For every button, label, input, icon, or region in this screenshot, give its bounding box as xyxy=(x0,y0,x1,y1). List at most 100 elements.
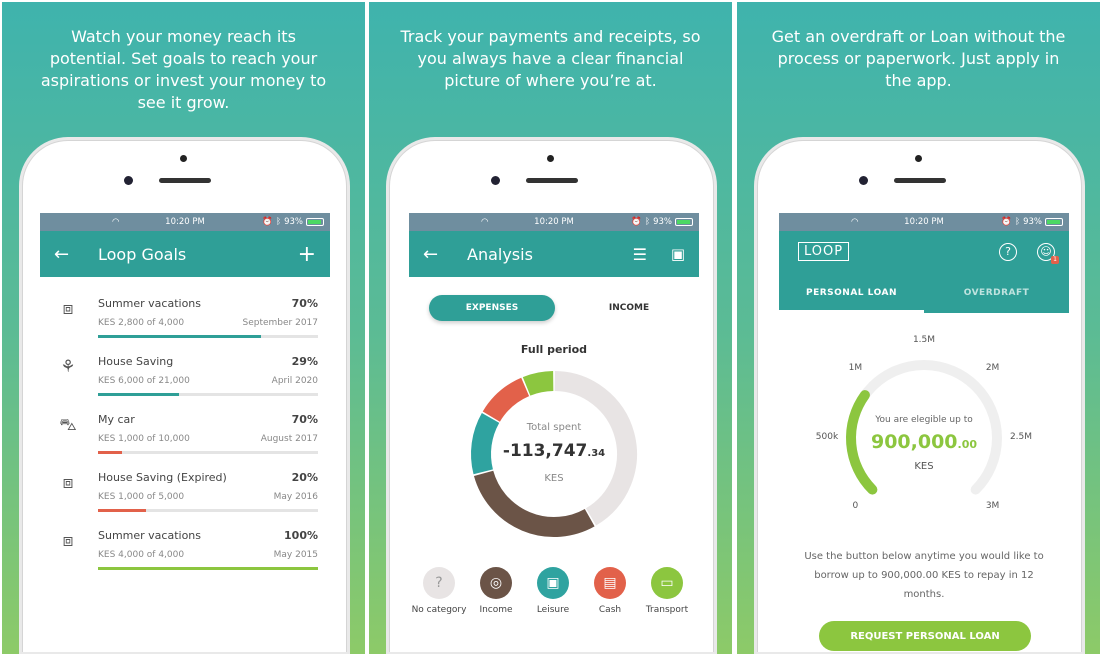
gauge-tick-label: 2.5M xyxy=(1009,432,1033,442)
help-icon[interactable]: ? xyxy=(999,243,1017,261)
goal-progress-bar xyxy=(98,393,318,396)
category-cash[interactable]: ▤ Cash xyxy=(582,567,638,615)
request-loan-button[interactable]: REQUEST PERSONAL LOAN xyxy=(819,621,1031,651)
goal-progress-bar xyxy=(98,509,318,512)
battery-icon xyxy=(675,218,693,226)
goal-percent: 70% xyxy=(291,413,318,426)
goal-date: May 2015 xyxy=(273,550,318,560)
tab-personal-loan[interactable]: PERSONAL LOAN xyxy=(806,288,897,298)
car-icon: ⛍ xyxy=(59,415,77,435)
tab-income[interactable]: INCOME xyxy=(608,303,650,313)
gauge-tick-label: 1.5M xyxy=(912,335,936,345)
plus-icon[interactable]: + xyxy=(297,241,316,267)
status-bar: ◠ 10:20 PM ⏰ ᛒ 93% xyxy=(409,213,699,231)
arrow-left-icon[interactable]: ← xyxy=(54,243,70,265)
status-time: 10:20 PM xyxy=(534,217,574,227)
goal-item[interactable]: ⧈ House Saving (Expired) 20% KES 1,000 o… xyxy=(40,459,330,517)
category-label: Income xyxy=(479,605,513,615)
notification-badge: 1 xyxy=(1051,256,1059,264)
page-title: Analysis xyxy=(467,244,533,264)
screen: ◠ 10:20 PM ⏰ ᛒ 93% LOOP ? ☺ 1 PERSONAL LOAN … xyxy=(779,213,1069,652)
bluetooth-icon: ᛒ xyxy=(644,217,651,227)
bus-icon: ▭ xyxy=(651,567,683,599)
eligible-amount: 900,000.00 xyxy=(779,431,1069,453)
donut-segment-income[interactable] xyxy=(473,470,595,537)
donut-segment-no-category[interactable] xyxy=(554,371,637,526)
battery-icon xyxy=(306,218,324,226)
loan-description: Use the button below anytime you would l… xyxy=(804,551,1044,600)
wifi-icon: ◠ xyxy=(851,217,859,227)
status-time: 10:20 PM xyxy=(904,217,944,227)
goal-amount: KES 4,000 of 4,000 xyxy=(98,550,185,560)
status-time: 10:20 PM xyxy=(165,217,205,227)
total-label: Total spent xyxy=(526,422,582,433)
category-leisure[interactable]: ▣ Leisure xyxy=(525,567,581,615)
question-icon: ? xyxy=(423,567,455,599)
goal-date: April 2020 xyxy=(271,376,318,386)
app-header: ← Loop Goals + xyxy=(40,231,330,277)
speaker xyxy=(159,178,211,183)
category-label: No category xyxy=(411,605,467,615)
profile-icon[interactable]: ☺ xyxy=(1037,243,1055,261)
eligible-label: You are elegible up to xyxy=(875,415,973,425)
screen: ◠ 10:20 PM ⏰ ᛒ 93% ← Analysis ☰ ▣ EXPENSES I… xyxy=(409,213,699,652)
eligible-decimals: .00 xyxy=(957,438,978,451)
camera xyxy=(915,155,922,162)
gauge-tick-label: 2M xyxy=(985,363,1000,374)
loop-logo: LOOP xyxy=(798,242,850,261)
screen: ◠ 10:20 PM ⏰ ᛒ 93% ← Loop Goals + ⧈ Summer v… xyxy=(40,213,330,652)
panel-loan: Get an overdraft or Loan without the pro… xyxy=(737,2,1100,654)
alarm-icon: ⏰ xyxy=(262,217,273,227)
goal-name: Summer vacations xyxy=(98,297,202,310)
goal-name: Summer vacations xyxy=(98,529,202,542)
front-camera xyxy=(859,176,868,185)
arrow-left-icon[interactable]: ← xyxy=(423,243,439,265)
goal-item[interactable]: ⧈ Summer vacations 100% KES 4,000 of 4,0… xyxy=(40,517,330,575)
bluetooth-icon: ᛒ xyxy=(275,217,282,227)
eligibility-gauge xyxy=(846,360,1002,495)
app-header: LOOP ? ☺ 1 xyxy=(779,231,1069,273)
tab-overdraft[interactable]: OVERDRAFT xyxy=(963,288,1030,298)
goal-name: My car xyxy=(98,413,135,426)
page-title: Loop Goals xyxy=(98,244,187,264)
list-icon[interactable]: ☰ xyxy=(632,244,647,264)
gauge-tick-label: 1M xyxy=(848,363,863,374)
tv-icon: ▣ xyxy=(537,567,569,599)
total-amount: -113,747.34 xyxy=(409,441,699,461)
goal-item[interactable]: ⚘ House Saving 29% KES 6,000 of 21,000 A… xyxy=(40,343,330,401)
goal-progress-bar xyxy=(98,451,318,454)
camera xyxy=(547,155,554,162)
category-no-category[interactable]: ? No category xyxy=(411,567,467,615)
loan-tabs: PERSONAL LOAN OVERDRAFT xyxy=(779,273,1069,313)
alarm-icon: ⏰ xyxy=(1001,217,1012,227)
suitcase-icon: ⧈ xyxy=(62,299,74,319)
type-toggle: EXPENSES INCOME xyxy=(429,295,679,321)
donut-segment-leisure[interactable] xyxy=(471,412,500,475)
total-decimals: .34 xyxy=(587,448,606,459)
gauge-tick-label: 3M xyxy=(985,500,1000,511)
speaker xyxy=(894,178,946,183)
goal-progress-bar xyxy=(98,567,318,570)
goal-date: August 2017 xyxy=(260,434,318,444)
category-income[interactable]: ◎ Income xyxy=(468,567,524,615)
plant-icon: ⚘ xyxy=(60,357,76,377)
currency-label: KES xyxy=(544,473,564,484)
gauge-tick-label: 500k xyxy=(815,432,839,442)
panel-analysis: Track your payments and receipts, so you… xyxy=(369,2,732,654)
status-bar: ◠ 10:20 PM ⏰ ᛒ 93% xyxy=(779,213,1069,231)
goal-amount: KES 1,000 of 5,000 xyxy=(98,492,185,502)
tab-indicator xyxy=(779,310,924,313)
donut-segment-transport[interactable] xyxy=(522,371,554,396)
goal-item[interactable]: ⛍ My car 70% KES 1,000 of 10,000 August … xyxy=(40,401,330,459)
tab-expenses[interactable]: EXPENSES xyxy=(429,295,555,321)
gauge-tick-label: 0 xyxy=(852,500,859,511)
category-label: Transport xyxy=(645,605,689,615)
calendar-icon[interactable]: ▣ xyxy=(670,245,685,263)
goal-amount: KES 2,800 of 4,000 xyxy=(98,318,185,328)
bluetooth-icon: ᛒ xyxy=(1014,217,1021,227)
donut-segment-cash[interactable] xyxy=(482,377,530,423)
coins-icon: ◎ xyxy=(480,567,512,599)
total-main: -113,747 xyxy=(502,441,588,461)
category-transport[interactable]: ▭ Transport xyxy=(639,567,695,615)
goal-item[interactable]: ⧈ Summer vacations 70% KES 2,800 of 4,00… xyxy=(40,285,330,343)
